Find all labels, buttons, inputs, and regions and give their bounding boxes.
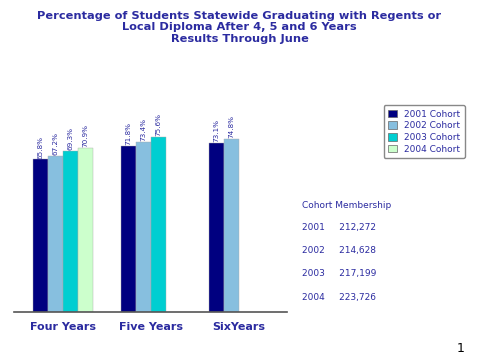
Bar	[151, 137, 166, 312]
Text: 65.8%: 65.8%	[37, 136, 44, 159]
Text: 74.8%: 74.8%	[228, 115, 235, 137]
Text: Cohort Membership: Cohort Membership	[302, 201, 391, 210]
Text: 2002     214,628: 2002 214,628	[302, 246, 376, 255]
Bar	[33, 159, 48, 312]
Text: Percentage of Students Statewide Graduating with Regents or
Local Diploma After : Percentage of Students Statewide Graduat…	[37, 11, 442, 44]
Bar	[48, 156, 63, 312]
Bar	[121, 145, 136, 312]
Bar	[136, 142, 151, 312]
Bar	[209, 143, 224, 312]
Text: 71.8%: 71.8%	[125, 122, 131, 145]
Text: 75.6%: 75.6%	[155, 113, 161, 136]
Bar	[63, 151, 78, 312]
Text: 2001     212,272: 2001 212,272	[302, 223, 376, 232]
Text: 1: 1	[457, 342, 465, 355]
Text: 70.9%: 70.9%	[82, 124, 88, 147]
Bar	[224, 139, 239, 312]
Bar	[78, 148, 93, 312]
Text: 2004     223,726: 2004 223,726	[302, 293, 376, 302]
Text: 73.1%: 73.1%	[214, 118, 219, 141]
Text: 67.2%: 67.2%	[52, 132, 58, 155]
Text: 69.3%: 69.3%	[67, 127, 73, 150]
Legend: 2001 Cohort, 2002 Cohort, 2003 Cohort, 2004 Cohort: 2001 Cohort, 2002 Cohort, 2003 Cohort, 2…	[384, 105, 465, 158]
Text: 2003     217,199: 2003 217,199	[302, 269, 376, 278]
Text: 73.4%: 73.4%	[140, 118, 147, 141]
